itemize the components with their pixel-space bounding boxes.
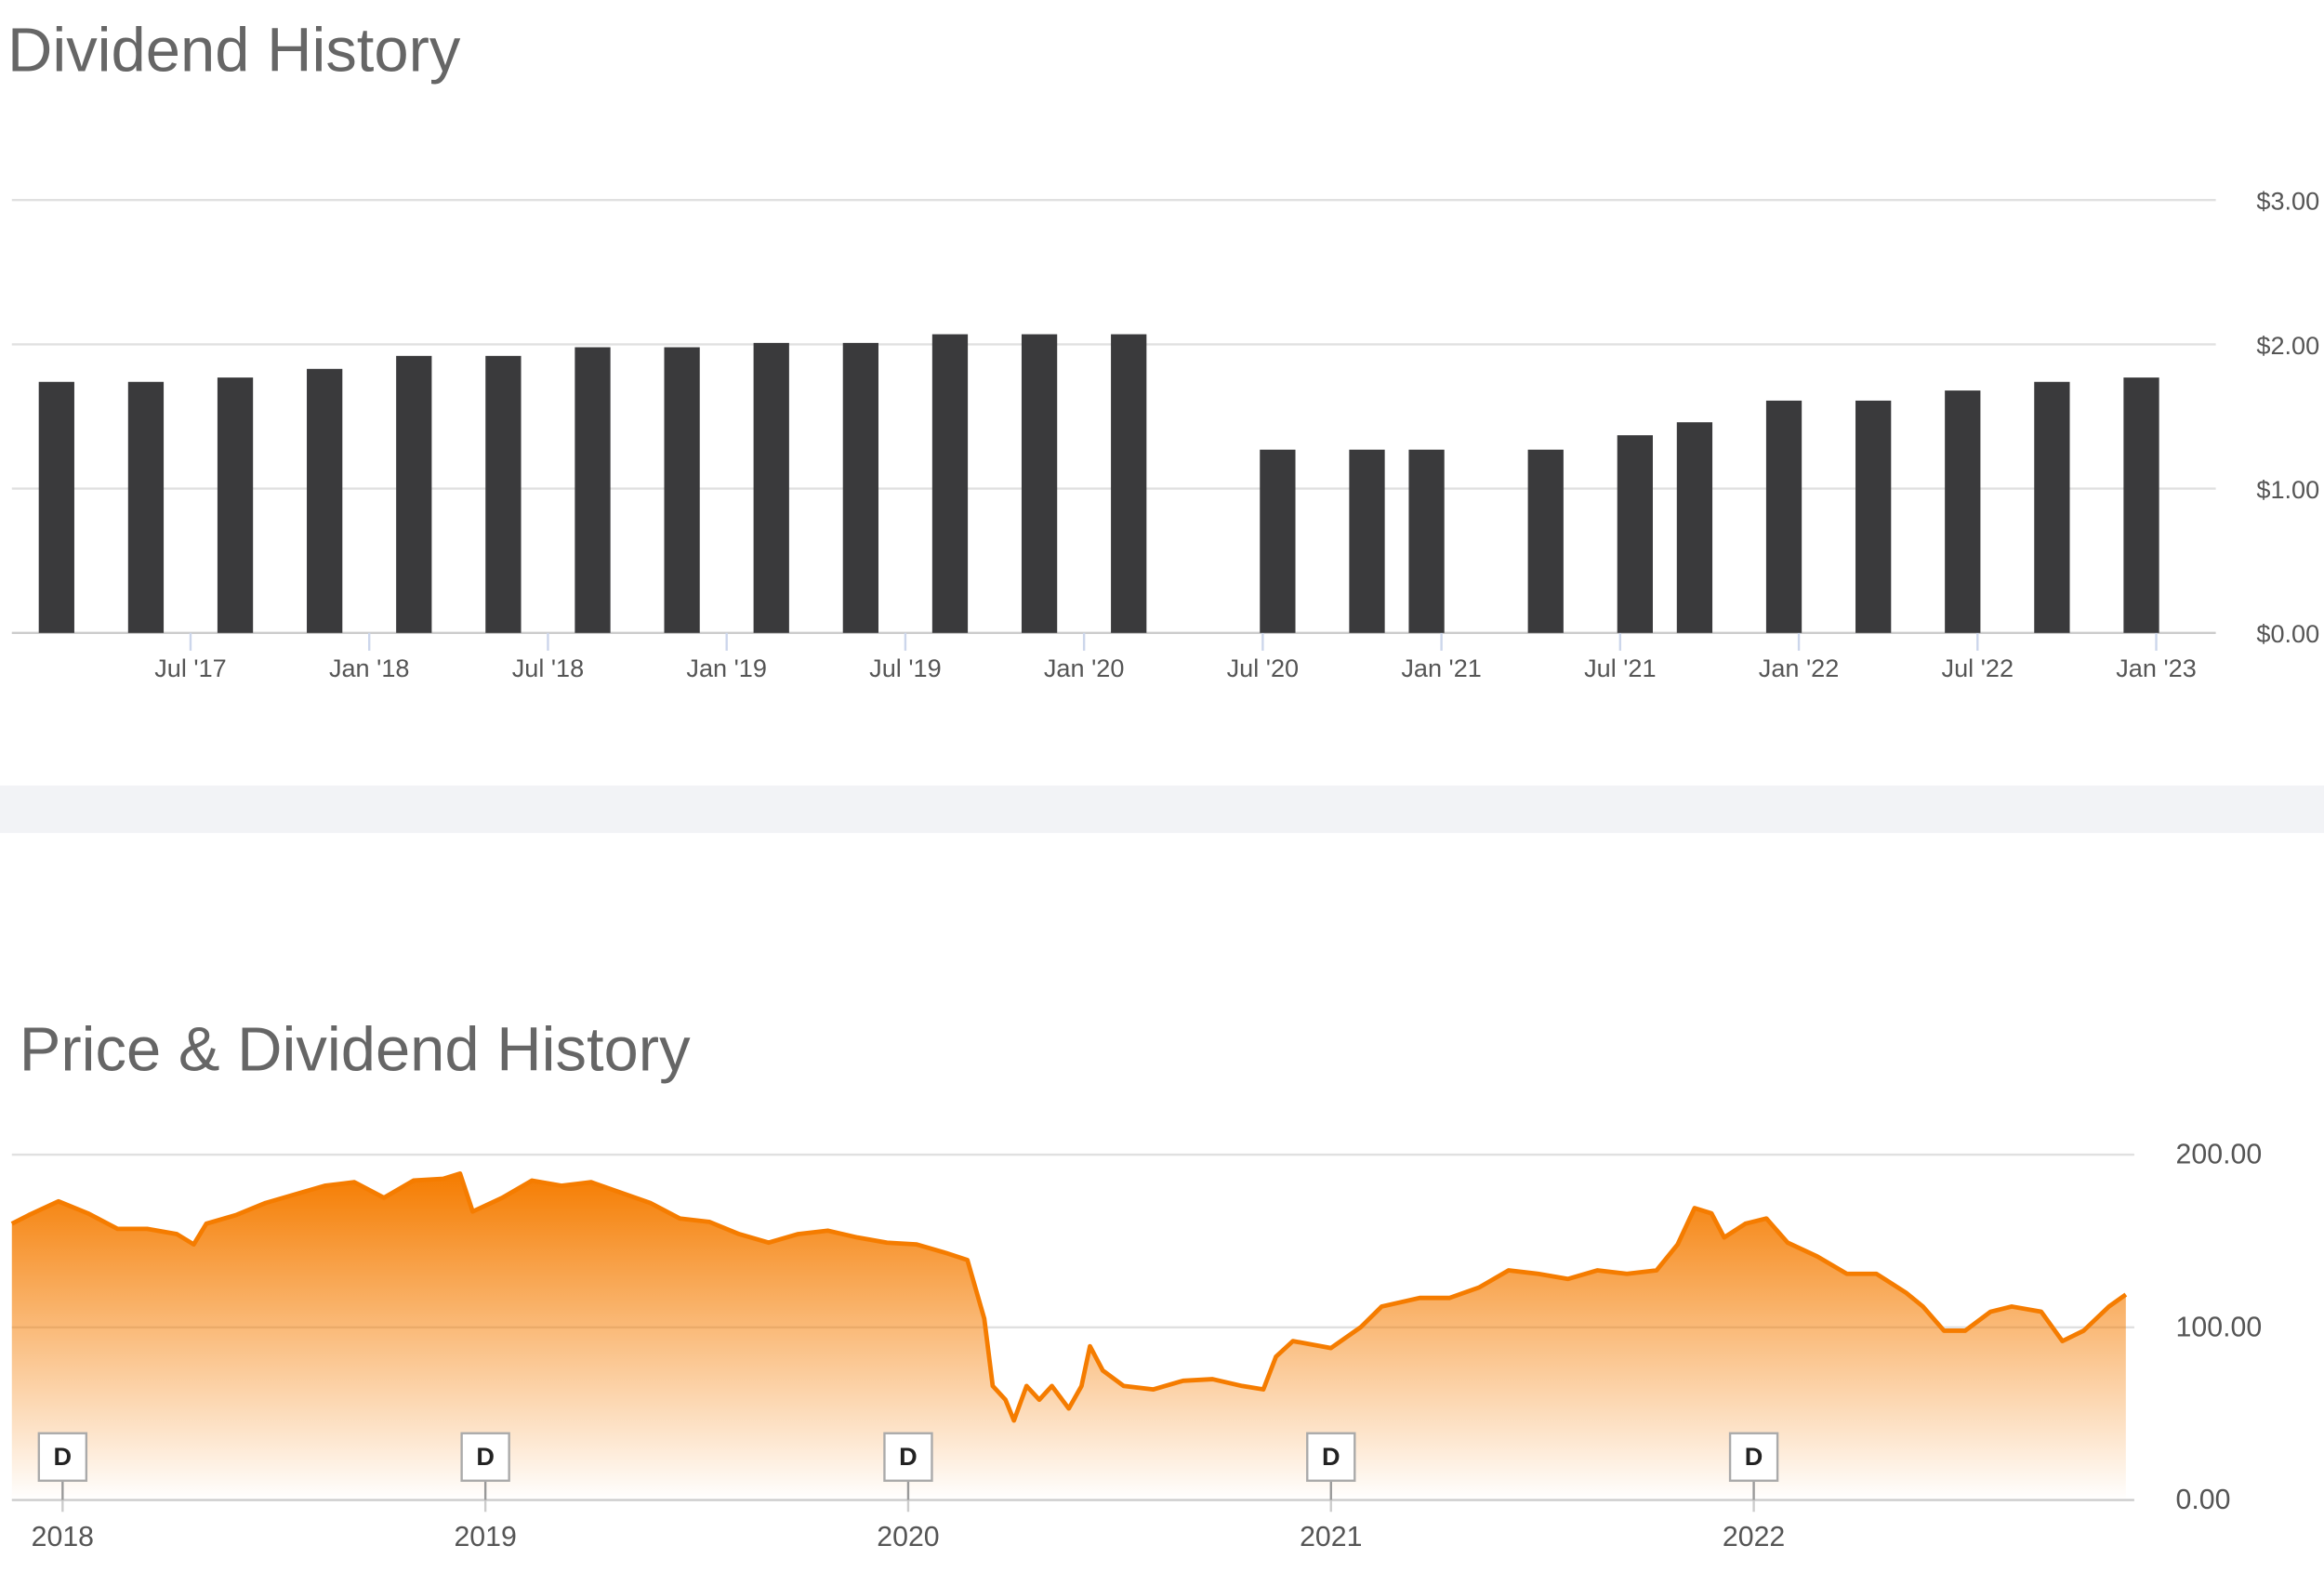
bar — [1855, 400, 1892, 633]
bar — [1111, 334, 1147, 633]
x-tick-label: 2020 — [877, 1522, 939, 1552]
y-tick-label: $1.00 — [2256, 475, 2319, 504]
dividend-marker-label: D — [1322, 1442, 1340, 1471]
x-tick-label: Jul '21 — [1584, 654, 1656, 682]
bar — [396, 355, 432, 633]
bar — [842, 342, 878, 633]
bar — [1765, 400, 1802, 633]
dividend-marker — [460, 1432, 510, 1482]
dividend-marker — [883, 1432, 933, 1482]
bar — [217, 377, 254, 633]
x-tick-label: 2019 — [454, 1522, 516, 1552]
bar — [1408, 449, 1445, 633]
bar — [753, 342, 789, 633]
bar — [1021, 334, 1058, 633]
x-tick-label: 2022 — [1723, 1522, 1785, 1552]
y-tick-label: $3.00 — [2256, 187, 2319, 216]
dividend-marker — [1306, 1432, 1356, 1482]
y-tick-label: $2.00 — [2256, 331, 2319, 360]
bar — [1527, 449, 1564, 633]
y-tick-label: 0.00 — [2176, 1485, 2231, 1515]
bar — [1945, 390, 1981, 633]
bar — [574, 347, 611, 633]
bar — [2034, 381, 2070, 633]
x-tick-label: 2018 — [32, 1522, 94, 1552]
bar — [1260, 449, 1296, 633]
dividend-marker-label: D — [899, 1442, 918, 1471]
x-tick-label: Jan '21 — [1401, 654, 1482, 682]
y-tick-label: 200.00 — [2176, 1140, 2263, 1170]
dividend-marker-label: D — [476, 1442, 495, 1471]
chart-title: Dividend History — [7, 16, 461, 86]
bar — [1676, 422, 1713, 633]
x-tick-label: Jul '22 — [1942, 654, 2014, 682]
bar — [38, 381, 74, 633]
dividend-marker — [1728, 1432, 1779, 1482]
bar — [485, 355, 522, 633]
x-tick-label: Jul '20 — [1227, 654, 1299, 682]
bar — [1349, 449, 1385, 633]
price-line — [10, 1171, 2128, 1423]
x-tick-label: 2021 — [1300, 1522, 1362, 1552]
chart-title: Price & Dividend History — [20, 1014, 691, 1084]
x-tick-label: Jan '18 — [329, 654, 410, 682]
bar — [931, 334, 969, 633]
x-tick-label: Jul '18 — [512, 654, 584, 682]
x-tick-label: Jan '20 — [1044, 654, 1125, 682]
bar — [127, 381, 165, 633]
bar — [664, 347, 700, 633]
dividend-marker — [37, 1432, 88, 1482]
x-tick-label: Jan '22 — [1759, 654, 1840, 682]
y-tick-label: $0.00 — [2256, 619, 2319, 648]
x-tick-label: Jul '19 — [869, 654, 941, 682]
dividend-marker-label: D — [54, 1442, 73, 1471]
area — [11, 1173, 2126, 1500]
y-tick-label: 100.00 — [2176, 1312, 2263, 1342]
section-divider — [0, 786, 2324, 834]
dividend-marker-label: D — [1745, 1442, 1763, 1471]
x-tick-label: Jan '23 — [2116, 654, 2197, 682]
bar — [307, 368, 343, 633]
x-tick-label: Jan '19 — [686, 654, 767, 682]
bar — [1617, 435, 1653, 633]
bar — [2123, 377, 2159, 633]
x-tick-label: Jul '17 — [154, 654, 226, 682]
